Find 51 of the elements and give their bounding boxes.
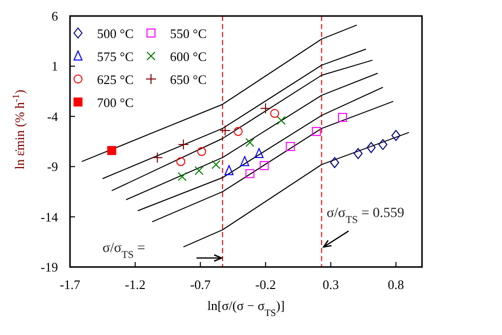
annotation: σ/σ$_{TS}$ = (102, 241, 146, 260)
point (245, 138, 254, 148)
point (366, 142, 376, 154)
point (354, 148, 363, 160)
point (194, 166, 204, 176)
point (260, 161, 269, 170)
line-series (182, 132, 410, 248)
legend-label: 550 °C (170, 26, 207, 41)
legend-label: 600 °C (170, 49, 207, 64)
point (245, 169, 254, 178)
point (270, 108, 280, 118)
y-tick-label: -14 (40, 209, 58, 224)
point (220, 124, 231, 136)
point (107, 146, 116, 156)
point (286, 142, 295, 152)
point (152, 152, 163, 164)
point (330, 157, 340, 168)
y-tick-label: -9 (47, 159, 58, 174)
x-tick-label: 0.3 (322, 277, 339, 292)
point (391, 130, 400, 141)
x-axis-title: ln[σ/(σ − σ$_{TS}$)] (207, 298, 285, 318)
x-tick-label: -1.7 (60, 277, 81, 292)
point (276, 116, 286, 125)
y-tick-label: -4 (47, 108, 58, 124)
legend-label: 700 °C (97, 95, 134, 110)
y-tick-label: 1 (52, 58, 58, 74)
legend-label: 650 °C (170, 72, 207, 87)
legend-label: 500 °C (97, 26, 134, 41)
line-series (81, 24, 358, 162)
point (224, 165, 234, 176)
point (178, 139, 189, 150)
point (240, 156, 250, 166)
point (378, 139, 388, 150)
annotation: σ/σ$_{TS}$ = 0.559 (326, 206, 404, 226)
x-tick-label: 0.8 (388, 277, 404, 292)
point (338, 112, 347, 122)
point (254, 148, 264, 158)
legend-label: 575 °C (97, 49, 134, 64)
point (234, 126, 243, 136)
point (312, 126, 321, 136)
point (176, 157, 186, 166)
x-tick-label: -0.7 (190, 277, 212, 292)
point (178, 172, 187, 182)
point (260, 102, 272, 114)
x-tick-label: -0.2 (255, 277, 276, 292)
y-tick-label: 6 (52, 8, 58, 24)
x-tick-label: -1.2 (124, 277, 146, 292)
point (197, 147, 206, 156)
legend-label: 625 °C (97, 72, 134, 87)
point (212, 160, 221, 170)
y-tick-label: -19 (40, 260, 58, 274)
